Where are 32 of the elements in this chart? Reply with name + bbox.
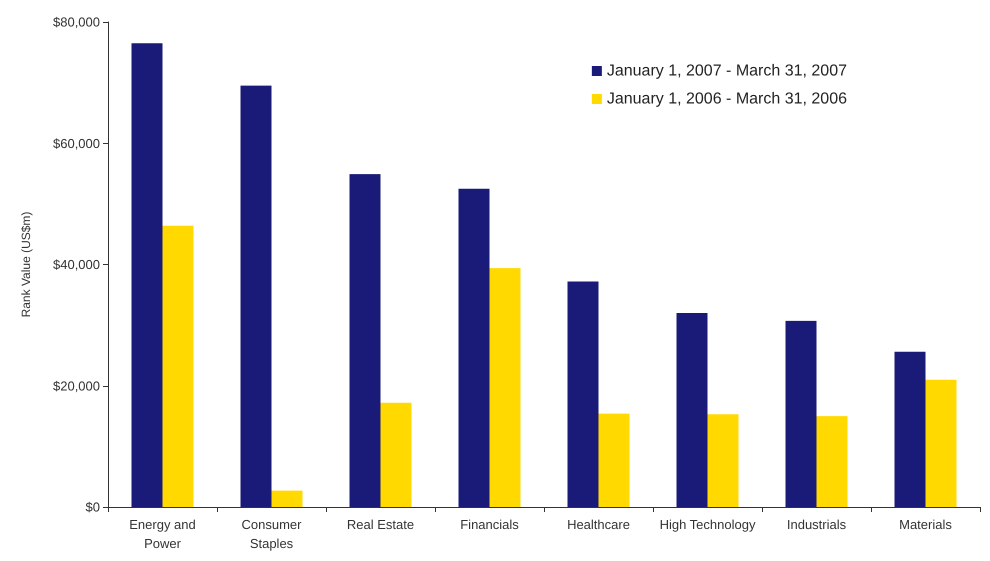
bar [786,320,816,507]
x-tick-label: Industrials [786,517,847,532]
bar [272,490,302,507]
y-axis-title: Rank Value (US$m) [19,212,33,318]
bar [708,414,738,507]
bar [132,43,162,507]
bar [240,86,272,507]
bar [490,268,520,507]
bar [598,414,630,507]
legend-label: January 1, 2007 - March 31, 2007 [606,62,848,80]
bar [458,188,490,507]
x-tick-label: Healthcare [567,517,630,532]
bar [676,313,708,507]
bar [894,352,926,507]
x-tick-label: Financials [460,517,520,532]
x-tick-label: Energy and Power [129,517,196,551]
bar [568,281,598,507]
x-tick-label: Real Estate [346,517,414,532]
bar [816,416,848,507]
y-tick-label: $40,000 [53,257,100,272]
bar [162,226,194,507]
bar [350,174,380,507]
y-tick-label: $20,000 [53,378,100,394]
x-tick-label: Consumer Staples [242,517,302,551]
legend-label: January 1, 2006 - March 31, 2006 [606,90,848,108]
y-tick-label: $0 [86,500,100,514]
x-tick-label: High Technology [660,517,756,532]
bar [380,402,412,507]
y-tick-label: $60,000 [53,136,100,151]
x-tick-label: Materials [899,517,952,532]
y-tick-label: $80,000 [53,14,100,30]
bar [926,380,956,507]
